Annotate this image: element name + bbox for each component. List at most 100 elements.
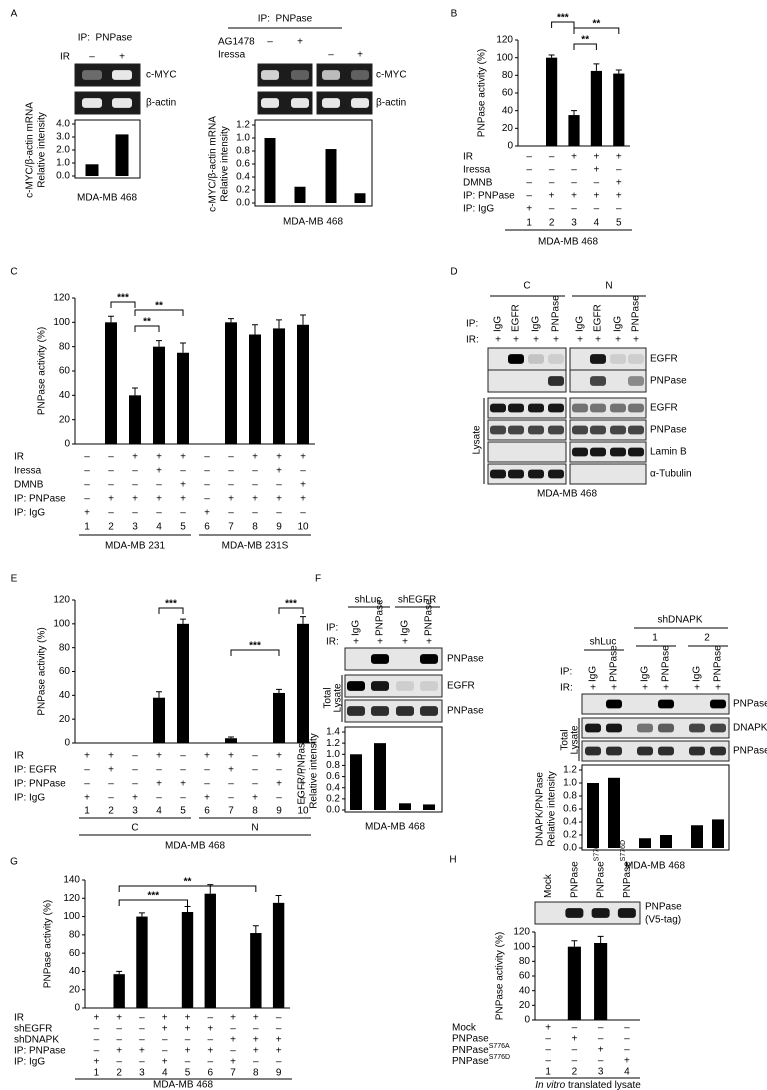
- blot-label: α-Tubulin: [650, 469, 692, 480]
- error-bar: [593, 63, 600, 71]
- y-axis-label: Relative intensity: [220, 126, 231, 202]
- blot: [569, 463, 647, 485]
- band: [548, 376, 564, 386]
- y-tick-label: 80: [519, 956, 531, 967]
- group-label: MDA-MB 231: [105, 541, 165, 552]
- lane-number: 6: [204, 522, 210, 533]
- blot: [316, 91, 373, 115]
- sign: +: [162, 1057, 168, 1068]
- sign: +: [357, 50, 363, 61]
- row-label: IR: [14, 452, 24, 463]
- ip-label: IP:: [560, 667, 572, 678]
- sign: –: [276, 1057, 282, 1068]
- row-label: DMNB: [463, 178, 493, 189]
- row-label: IP: PNPase: [14, 779, 66, 790]
- sign: –: [156, 765, 162, 776]
- sign: –: [624, 1034, 630, 1045]
- blot-label: β-actin: [146, 98, 176, 109]
- significance-bracket: [278, 607, 304, 614]
- row-label: IR: [60, 52, 70, 63]
- sign: –: [84, 452, 90, 463]
- row-label: IR: [14, 751, 24, 762]
- band: [420, 654, 438, 664]
- sign: –: [204, 494, 210, 505]
- sign: –: [116, 1035, 122, 1046]
- significance: **: [581, 35, 589, 46]
- row-label: PNPase: [452, 1034, 489, 1045]
- lane-number: 1: [84, 806, 90, 817]
- sign: +: [180, 494, 186, 505]
- y-axis-label: PNPase activity (%): [495, 932, 506, 1020]
- sign: +: [207, 1024, 213, 1035]
- sh-label: shEGFR: [398, 595, 436, 606]
- sign: –: [549, 204, 555, 215]
- row-label: Iressa: [218, 50, 246, 61]
- error-bar: [138, 912, 145, 917]
- y-tick-label: 2.0: [56, 145, 70, 156]
- lane-header: PNPaseS776A: [594, 840, 606, 898]
- sign: +: [276, 494, 282, 505]
- error-bar: [252, 324, 258, 335]
- bar: [546, 57, 558, 146]
- blot: [581, 740, 730, 762]
- sign: –: [108, 466, 114, 477]
- sign: –: [228, 508, 234, 519]
- significance-bracket: [230, 649, 280, 656]
- blot: [581, 717, 730, 739]
- bar: [181, 912, 194, 1008]
- sign: +: [230, 1057, 236, 1068]
- group-label: N: [605, 281, 612, 292]
- cell-line: MDA-MB 468: [153, 1080, 213, 1090]
- label-sup: S776D: [620, 840, 627, 861]
- band: [112, 98, 132, 108]
- sign: –: [276, 480, 282, 491]
- sign: +: [132, 452, 138, 463]
- sign: +: [571, 1034, 577, 1045]
- y-axis-label: c-MYC/β-actin mRNA: [208, 116, 219, 212]
- clone-label: 1: [652, 633, 658, 644]
- lane-number: 8: [252, 806, 258, 817]
- lysate-label: Total: [323, 687, 334, 708]
- band: [112, 70, 132, 80]
- sign: –: [132, 480, 138, 491]
- sign: –: [276, 1024, 282, 1035]
- lane-number: 10: [297, 806, 309, 817]
- error-bar: [275, 895, 282, 903]
- lane-ip: PNPase: [609, 645, 620, 682]
- sign: –: [598, 1056, 604, 1067]
- band: [528, 469, 544, 479]
- sign: –: [328, 50, 334, 61]
- sign: +: [119, 52, 125, 63]
- ir-label: IR:: [560, 683, 573, 694]
- cell-line: MDA-MB 468: [365, 822, 425, 833]
- lane-number: 6: [204, 806, 210, 817]
- bar: [177, 623, 189, 743]
- row-label: IP: PNPase: [14, 1046, 66, 1057]
- band: [628, 447, 644, 457]
- sign: +: [228, 765, 234, 776]
- significance-bracket: [118, 885, 257, 892]
- y-tick-label: 0: [64, 439, 70, 450]
- sign: –: [228, 480, 234, 491]
- y-tick-label: 20: [502, 123, 514, 134]
- band: [396, 681, 414, 691]
- sign: –: [252, 466, 258, 477]
- lane-header: PNPaseS776D: [620, 840, 632, 898]
- lysate-label: Lysate: [472, 425, 483, 455]
- lane-ip: PNPase: [375, 599, 386, 636]
- band: [347, 706, 365, 716]
- row-label: Iressa: [463, 165, 491, 176]
- sign: +: [571, 191, 577, 202]
- sign: +: [353, 637, 359, 648]
- ip-label: IP:: [326, 623, 338, 634]
- significance: **: [593, 19, 601, 30]
- band: [82, 70, 102, 80]
- blot-label: PNPase: [650, 425, 687, 436]
- label-base: PNPase: [452, 1056, 489, 1067]
- band: [528, 425, 544, 435]
- bar: [273, 692, 285, 743]
- sign: +: [228, 494, 234, 505]
- sign: +: [526, 204, 532, 215]
- sign: +: [276, 466, 282, 477]
- band: [261, 70, 279, 80]
